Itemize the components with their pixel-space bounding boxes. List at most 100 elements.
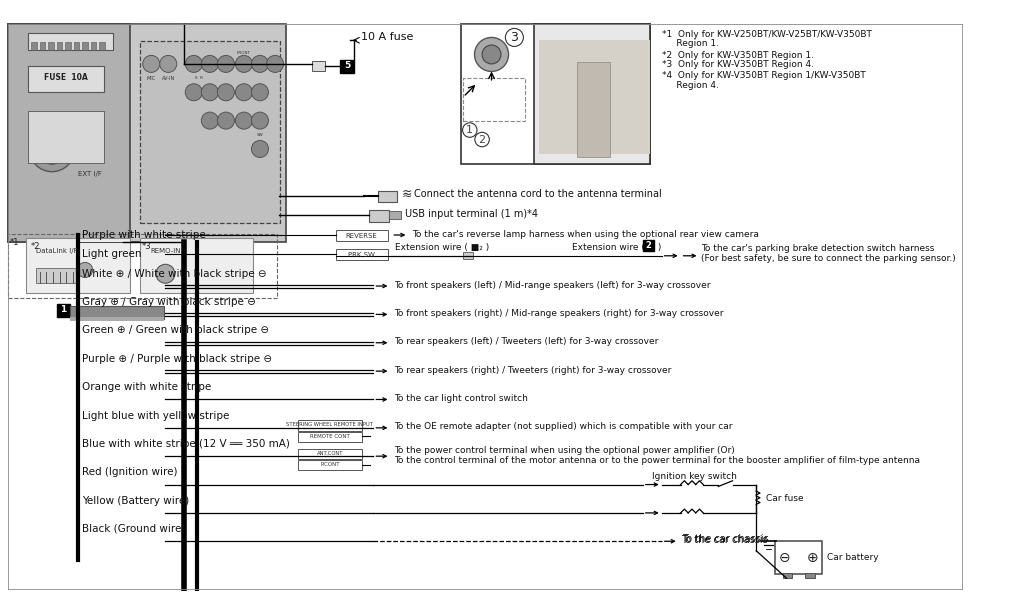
Text: Extension wire ( ■₂ ): Extension wire ( ■₂ ) bbox=[395, 243, 489, 252]
Bar bbox=[56, 42, 62, 50]
Circle shape bbox=[185, 55, 203, 72]
Bar bbox=[378, 190, 397, 202]
Circle shape bbox=[252, 84, 268, 101]
Bar bbox=[340, 60, 353, 74]
Bar bbox=[27, 238, 130, 292]
Bar bbox=[7, 24, 287, 241]
Bar bbox=[298, 420, 362, 430]
Text: To front speakers (left) / Mid-range speakers (left) for 3-way crossover: To front speakers (left) / Mid-range spe… bbox=[394, 281, 711, 289]
Text: Gray ⊕ / Gray with black stripe ⊖: Gray ⊕ / Gray with black stripe ⊖ bbox=[82, 297, 256, 307]
Text: Region 1.: Region 1. bbox=[662, 40, 719, 48]
Bar bbox=[461, 24, 650, 164]
Circle shape bbox=[217, 112, 234, 129]
Text: Yellow (Battery wire): Yellow (Battery wire) bbox=[82, 496, 189, 506]
Text: *4  Only for KW-V350BT Region 1/KW-V350BT: *4 Only for KW-V350BT Region 1/KW-V350BT bbox=[662, 72, 865, 80]
Text: FRONT: FRONT bbox=[237, 50, 251, 55]
Bar bbox=[775, 541, 822, 575]
Bar bbox=[70, 317, 165, 321]
Text: ): ) bbox=[655, 243, 662, 252]
Text: USB input terminal (1 m)*4: USB input terminal (1 m)*4 bbox=[404, 209, 538, 219]
Bar bbox=[312, 61, 326, 71]
Circle shape bbox=[217, 84, 234, 101]
Text: *1  Only for KW-V250BT/KW-V25BT/KW-V350BT: *1 Only for KW-V250BT/KW-V25BT/KW-V350BT bbox=[662, 30, 871, 39]
Bar bbox=[140, 238, 253, 292]
Bar bbox=[298, 449, 362, 459]
Circle shape bbox=[252, 140, 268, 157]
Circle shape bbox=[78, 263, 92, 277]
Text: DataLink I/F: DataLink I/F bbox=[36, 248, 78, 254]
Text: 5: 5 bbox=[344, 61, 350, 71]
Text: Light green: Light green bbox=[82, 249, 141, 259]
Bar bbox=[298, 460, 362, 471]
Text: STEERING WHEEL REMOTE INPUT: STEERING WHEEL REMOTE INPUT bbox=[287, 423, 374, 427]
Text: Car battery: Car battery bbox=[827, 553, 879, 562]
Text: 2: 2 bbox=[645, 241, 651, 250]
Bar bbox=[805, 573, 815, 578]
Text: ANT.CONT: ANT.CONT bbox=[316, 451, 343, 456]
Bar bbox=[463, 78, 524, 120]
Text: 10 A fuse: 10 A fuse bbox=[361, 32, 414, 43]
Text: FUSE  10A: FUSE 10A bbox=[44, 72, 88, 81]
Text: EXT I/F: EXT I/F bbox=[78, 171, 101, 176]
Text: ⊖: ⊖ bbox=[779, 551, 791, 565]
Text: Purple ⊕ / Purple with black stripe ⊖: Purple ⊕ / Purple with black stripe ⊖ bbox=[82, 354, 272, 364]
Bar bbox=[7, 234, 276, 299]
Text: *2  Only for KW-V350BT Region 1.: *2 Only for KW-V350BT Region 1. bbox=[662, 50, 814, 60]
Text: Blue with white stripe (12 V ══ 350 mA): Blue with white stripe (12 V ══ 350 mA) bbox=[82, 439, 290, 449]
Bar bbox=[74, 42, 80, 50]
Circle shape bbox=[202, 55, 218, 72]
Text: To the car chassis: To the car chassis bbox=[681, 535, 767, 545]
Text: S  R: S R bbox=[195, 76, 203, 80]
Bar bbox=[535, 24, 650, 164]
Text: Ignition key switch: Ignition key switch bbox=[652, 472, 737, 482]
Text: ≋: ≋ bbox=[401, 188, 413, 201]
Circle shape bbox=[156, 264, 175, 283]
Circle shape bbox=[37, 134, 68, 164]
Circle shape bbox=[266, 55, 284, 72]
Text: MIC: MIC bbox=[146, 75, 156, 81]
Circle shape bbox=[142, 55, 160, 72]
Text: Orange with white stripe: Orange with white stripe bbox=[82, 382, 212, 392]
Text: Connect the antenna cord to the antenna terminal: Connect the antenna cord to the antenna … bbox=[414, 189, 662, 199]
Text: ⊕: ⊕ bbox=[807, 551, 819, 565]
Text: SW: SW bbox=[257, 133, 263, 137]
Text: (For best safety, be sure to connect the parking sensor.): (For best safety, be sure to connect the… bbox=[701, 254, 956, 263]
Circle shape bbox=[236, 55, 252, 72]
Text: White ⊕ / White with black stripe ⊖: White ⊕ / White with black stripe ⊖ bbox=[82, 269, 267, 278]
Bar bbox=[56, 304, 70, 317]
Bar bbox=[369, 210, 389, 222]
Text: 2: 2 bbox=[478, 134, 485, 145]
Circle shape bbox=[236, 84, 252, 101]
Text: *3  Only for KW-V350BT Region 4.: *3 Only for KW-V350BT Region 4. bbox=[662, 60, 814, 69]
Text: To front speakers (right) / Mid-range speakers (right) for 3-way crossover: To front speakers (right) / Mid-range sp… bbox=[394, 309, 724, 318]
Text: To the car chassis: To the car chassis bbox=[682, 534, 769, 544]
Circle shape bbox=[46, 143, 57, 154]
Text: Light blue with yellow stripe: Light blue with yellow stripe bbox=[82, 410, 229, 421]
Bar bbox=[36, 268, 80, 283]
Text: PRK SW: PRK SW bbox=[348, 252, 375, 258]
Bar bbox=[577, 62, 609, 156]
Text: To the car's reverse lamp harness when using the optional rear view camera: To the car's reverse lamp harness when u… bbox=[412, 230, 759, 240]
Bar bbox=[48, 42, 54, 50]
Bar bbox=[29, 111, 104, 163]
Text: *3: *3 bbox=[141, 241, 152, 250]
Text: 1: 1 bbox=[60, 305, 67, 314]
Bar bbox=[99, 42, 104, 50]
Text: To the power control terminal when using the optional power amplifier (Or): To the power control terminal when using… bbox=[394, 446, 735, 455]
Text: *1: *1 bbox=[9, 238, 19, 247]
Text: AV-IN: AV-IN bbox=[162, 75, 175, 81]
Bar bbox=[336, 249, 387, 260]
Bar bbox=[298, 432, 362, 442]
Bar bbox=[40, 42, 45, 50]
Circle shape bbox=[252, 112, 268, 129]
Text: To the car's parking brake detection switch harness: To the car's parking brake detection swi… bbox=[701, 244, 935, 253]
Bar bbox=[66, 42, 71, 50]
Bar bbox=[29, 33, 114, 50]
Circle shape bbox=[482, 45, 501, 64]
Bar bbox=[82, 42, 88, 50]
Text: REMOTE CONT: REMOTE CONT bbox=[310, 434, 350, 439]
Text: To rear speakers (right) / Tweeters (right) for 3-way crossover: To rear speakers (right) / Tweeters (rig… bbox=[394, 365, 672, 375]
Bar bbox=[31, 42, 37, 50]
Circle shape bbox=[185, 84, 203, 101]
Bar bbox=[91, 42, 96, 50]
